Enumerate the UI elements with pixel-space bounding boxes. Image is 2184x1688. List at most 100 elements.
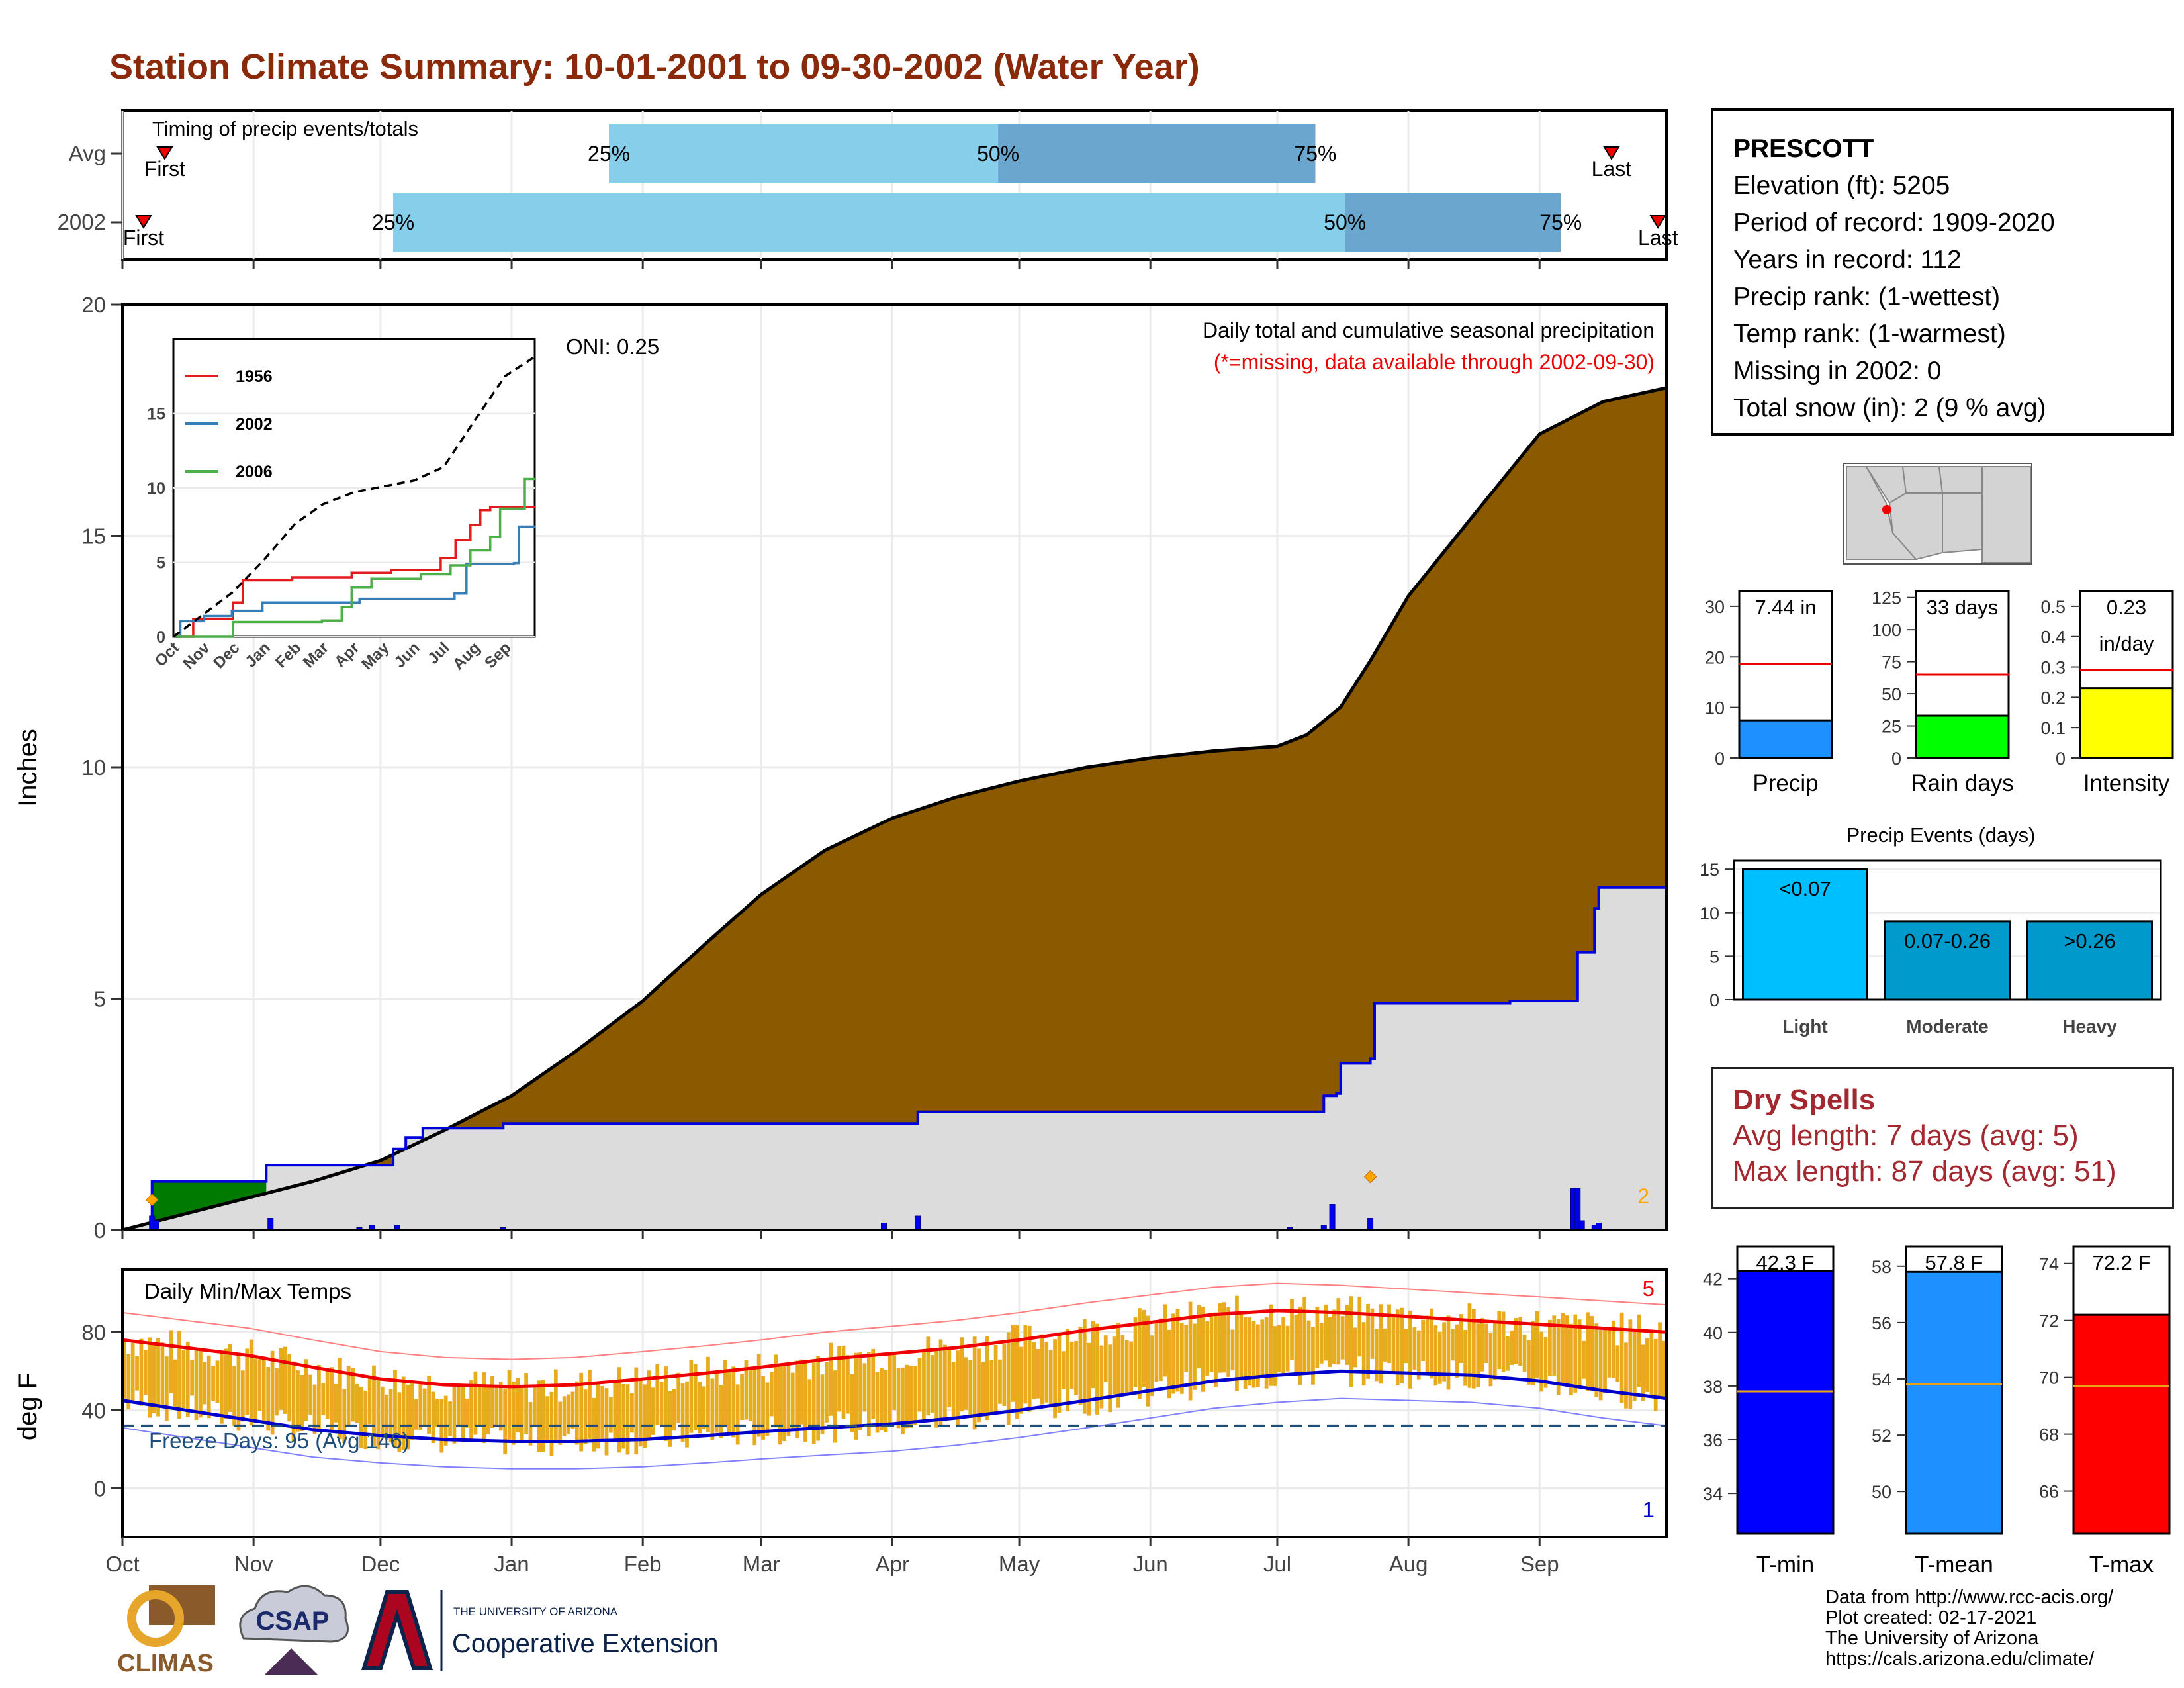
temps-daily-range-bar bbox=[1582, 1340, 1586, 1379]
cum-daily-precip-bar bbox=[267, 1218, 274, 1231]
temps-daily-range-bar bbox=[1230, 1329, 1235, 1371]
temps-daily-range-bar bbox=[596, 1383, 600, 1449]
temps-daily-range-bar bbox=[1175, 1309, 1180, 1392]
temps-daily-range-bar bbox=[659, 1382, 664, 1425]
map-state-tx bbox=[1981, 466, 2031, 563]
dry-spells-title: Dry Spells bbox=[1733, 1084, 1876, 1116]
temps-daily-range-bar bbox=[1471, 1309, 1476, 1389]
temps-daily-range-bar bbox=[1552, 1315, 1557, 1376]
intensity-category-label: Intensity bbox=[2083, 771, 2170, 796]
temps-daily-range-bar bbox=[308, 1374, 312, 1415]
temps-daily-range-bar bbox=[1543, 1337, 1548, 1388]
temps-daily-range-bar bbox=[1019, 1346, 1023, 1414]
temps-daily-range-bar bbox=[1476, 1323, 1480, 1387]
temps-daily-range-bar bbox=[922, 1352, 926, 1421]
temps-daily-range-bar bbox=[520, 1386, 524, 1444]
temps-ytick-label: 80 bbox=[81, 1320, 106, 1344]
temps-daily-range-bar bbox=[1611, 1320, 1615, 1379]
temps-daily-range-bar bbox=[388, 1389, 393, 1443]
temps-daily-range-bar bbox=[1188, 1301, 1193, 1401]
temps-daily-range-bar bbox=[1222, 1302, 1226, 1373]
tmin-ytick-label: 38 bbox=[1703, 1377, 1723, 1397]
map-state-ut bbox=[1901, 466, 1944, 494]
temps-daily-range-bar bbox=[164, 1356, 169, 1421]
timing-quartile-label: 75% bbox=[1294, 142, 1336, 165]
temps-daily-range-bar bbox=[1239, 1314, 1244, 1381]
temps-daily-range-bar bbox=[1193, 1323, 1197, 1390]
temps-daily-range-bar bbox=[727, 1370, 731, 1434]
tmin-value-label: 42.3 F bbox=[1756, 1251, 1815, 1274]
temps-daily-range-bar bbox=[1535, 1311, 1539, 1379]
temps-daily-range-bar bbox=[1531, 1321, 1535, 1385]
precip_total-ytick-label: 30 bbox=[1705, 597, 1725, 617]
map-state-co bbox=[1938, 466, 1983, 494]
temps-daily-range-bar bbox=[477, 1387, 482, 1426]
temps-daily-range-bar bbox=[1433, 1325, 1438, 1386]
temps-daily-range-bar bbox=[135, 1356, 139, 1391]
csap-logo-mountain bbox=[265, 1648, 318, 1675]
events-ytick-label: 10 bbox=[1700, 904, 1719, 923]
temps-daily-range-bar bbox=[261, 1359, 266, 1424]
temps-daily-range-bar bbox=[414, 1399, 418, 1430]
temps-daily-range-bar bbox=[372, 1365, 376, 1446]
temps-daily-range-bar bbox=[1171, 1313, 1175, 1394]
temps-daily-range-bar bbox=[740, 1374, 744, 1421]
temps-daily-range-bar bbox=[486, 1385, 490, 1434]
temps-daily-range-bar bbox=[880, 1368, 884, 1430]
temps-record-min-line bbox=[122, 1397, 1667, 1470]
events-title: Precip Events (days) bbox=[1846, 823, 2036, 847]
temps-record-min-count: 1 bbox=[1643, 1497, 1655, 1522]
temps-daily-range-bar bbox=[1294, 1314, 1298, 1374]
temps-daily-range-bar bbox=[461, 1384, 465, 1442]
rain_days-ytick-label: 125 bbox=[1872, 588, 1901, 608]
temps-daily-range-bar bbox=[1412, 1327, 1417, 1370]
temps-frame bbox=[121, 1268, 1668, 1538]
tmax-category-label: T-max bbox=[2089, 1552, 2154, 1577]
timing-last-marker bbox=[1649, 215, 1667, 229]
temps-daily-range-bar bbox=[866, 1352, 871, 1437]
cum-avg-area bbox=[122, 387, 1666, 1230]
temps-daily-range-bar bbox=[516, 1378, 520, 1433]
temps-daily-range-bar bbox=[427, 1376, 431, 1434]
temps-daily-range-bar bbox=[321, 1383, 326, 1415]
temps-daily-range-bar bbox=[160, 1342, 165, 1407]
temps-daily-range-bar bbox=[1459, 1314, 1463, 1364]
temps-daily-range-bar bbox=[887, 1354, 892, 1423]
temps-daily-range-bar bbox=[367, 1375, 372, 1425]
temps-daily-range-bar bbox=[693, 1364, 698, 1430]
temps-daily-range-bar bbox=[1324, 1304, 1328, 1361]
temps-daily-range-bar bbox=[938, 1339, 943, 1428]
temps-daily-range-bar bbox=[1277, 1325, 1281, 1373]
temps-daily-range-bar bbox=[664, 1366, 668, 1441]
timing-chart: Timing of precip events/totals Avg First La… bbox=[58, 109, 1678, 269]
intensity-ytick-label: 0.3 bbox=[2040, 658, 2066, 678]
temps-daily-range-bar bbox=[786, 1364, 791, 1436]
temps-daily-range-bar bbox=[1129, 1341, 1133, 1392]
cum-daily-precip-bar bbox=[1329, 1204, 1336, 1231]
temps-daily-range-bar bbox=[1061, 1351, 1066, 1389]
temps-daily-range-bar bbox=[1255, 1324, 1260, 1387]
cum-subtitle: (*=missing, data available through 2002-… bbox=[1214, 350, 1655, 374]
cum-ytick-label: 0 bbox=[94, 1218, 106, 1243]
temps-daily-range-bar bbox=[1561, 1313, 1565, 1384]
temps-daily-range-bar bbox=[837, 1346, 841, 1412]
temps-daily-range-bar bbox=[807, 1379, 812, 1430]
timing-quartile-label: 50% bbox=[977, 142, 1019, 165]
temps-daily-range-bar bbox=[698, 1382, 702, 1434]
temps-daily-range-bar bbox=[494, 1384, 499, 1426]
tmean-ytick-label: 58 bbox=[1872, 1257, 1891, 1277]
temps-daily-range-bar bbox=[1036, 1348, 1040, 1399]
temps-daily-range-bar bbox=[574, 1381, 579, 1445]
temps-daily-range-bar bbox=[1387, 1304, 1391, 1364]
precip-events-chart: 0 5 10 15 <0.07 Light 0.07-0.26 Moderate >0.26 He… bbox=[1700, 823, 2162, 1037]
temps-daily-range-bar bbox=[562, 1396, 567, 1437]
temps-daily-range-bar bbox=[1179, 1323, 1184, 1394]
tmax-ytick-label: 68 bbox=[2039, 1425, 2059, 1445]
temps-daily-range-bar bbox=[1260, 1319, 1265, 1378]
csap-logo-text: CSAP bbox=[255, 1607, 329, 1636]
temps-daily-range-bar bbox=[765, 1382, 770, 1436]
temps-daily-range-bar bbox=[634, 1367, 639, 1455]
precip_total-bar bbox=[1738, 719, 1833, 759]
timing-last-label: Last bbox=[1638, 226, 1678, 250]
temps-daily-range-bar bbox=[355, 1383, 359, 1423]
